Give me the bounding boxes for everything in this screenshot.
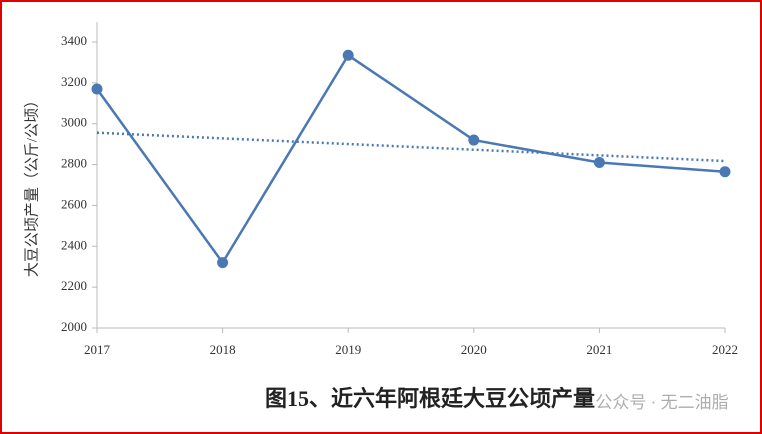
data-point	[719, 166, 731, 178]
data-point	[91, 83, 103, 95]
data-point	[217, 257, 229, 269]
y-tick-label: 3400	[61, 33, 87, 48]
y-tick-label: 2600	[61, 196, 87, 211]
chart-title: 图15、近六年阿根廷大豆公顷产量	[265, 386, 595, 411]
y-axis-label: 大豆公顷产量（公斤/公顷）	[23, 93, 40, 277]
y-tick-label: 2800	[61, 156, 87, 171]
y-tick-label: 3200	[61, 74, 87, 89]
data-point	[593, 157, 605, 169]
y-tick-label: 3000	[61, 115, 87, 130]
series-line	[95, 53, 726, 265]
y-tick-label: 2000	[61, 319, 87, 334]
y-tick-label: 2400	[61, 237, 87, 252]
x-tick-label: 2017	[84, 342, 111, 357]
x-tick-label: 2019	[335, 342, 361, 357]
data-point	[342, 49, 354, 61]
x-tick-label: 2021	[586, 342, 612, 357]
data-point	[468, 134, 480, 146]
y-tick-label: 2200	[61, 278, 87, 293]
x-tick-label: 2018	[210, 342, 236, 357]
x-tick-label: 2020	[461, 342, 487, 357]
x-tick-label: 2022	[712, 342, 738, 357]
watermark: 公众号 · 无二油脂	[595, 393, 728, 412]
